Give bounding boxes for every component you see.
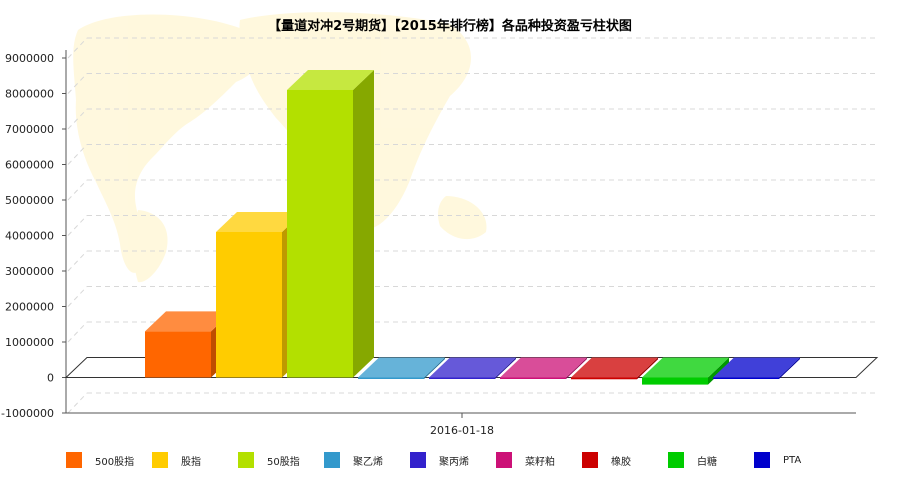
bar-top xyxy=(358,357,445,378)
grid-diagonal xyxy=(67,321,88,343)
bar-front xyxy=(358,377,424,379)
bar-9 xyxy=(713,357,800,379)
legend-label: 聚丙烯 xyxy=(439,456,469,468)
bar-front xyxy=(216,231,282,378)
bar-side xyxy=(353,69,374,378)
bar-side xyxy=(495,357,516,379)
y-tick-label: -1000000 xyxy=(1,407,54,420)
legend-label: 50股指 xyxy=(267,456,300,468)
bar-3 xyxy=(287,69,374,378)
y-tick-label: 5000000 xyxy=(5,194,54,207)
legend-item[interactable]: PTA xyxy=(754,451,801,469)
bar-top xyxy=(216,211,303,232)
legend-swatch xyxy=(238,452,254,468)
legend-label: PTA xyxy=(783,454,802,466)
bar-6 xyxy=(500,357,587,379)
legend-label: 500股指 xyxy=(95,456,135,468)
legend-swatch xyxy=(582,452,598,468)
legend-label: 聚乙烯 xyxy=(353,456,383,468)
legend-swatch xyxy=(754,452,770,468)
y-tick-label: 7000000 xyxy=(5,123,54,136)
y-tick-label: 4000000 xyxy=(5,230,54,243)
bar-front xyxy=(429,377,495,379)
grid-diagonal xyxy=(67,392,88,414)
grid-diagonal xyxy=(67,108,88,130)
legend-swatch xyxy=(324,452,340,468)
bar-front xyxy=(145,331,211,378)
bar-side xyxy=(637,357,658,380)
grid-diagonal xyxy=(67,250,88,272)
legend-item[interactable]: 500股指 xyxy=(66,451,134,469)
legend-swatch xyxy=(152,452,168,468)
grid-diagonal xyxy=(67,37,88,59)
legend-label: 橡胶 xyxy=(611,456,631,468)
legend-item[interactable]: 聚丙烯 xyxy=(410,451,469,469)
bar-top xyxy=(713,357,800,378)
grid-diagonal xyxy=(67,144,88,165)
bar-front xyxy=(287,89,353,378)
legend-swatch xyxy=(668,452,684,468)
y-tick-label: 6000000 xyxy=(5,159,54,172)
grid-lines xyxy=(67,37,877,414)
grid-diagonal xyxy=(67,73,88,94)
bar-top xyxy=(145,311,232,332)
bar-7 xyxy=(571,357,658,380)
bar-front xyxy=(500,377,566,379)
bar-top xyxy=(500,357,587,378)
legend-item[interactable]: 菜籽粕 xyxy=(496,451,555,469)
bar-top xyxy=(429,357,516,378)
y-tick-label: 1000000 xyxy=(5,336,54,349)
bar-top xyxy=(571,357,658,378)
bar-side xyxy=(779,357,800,379)
bar-front xyxy=(713,377,779,379)
y-tick-label: 2000000 xyxy=(5,301,54,314)
bar-top xyxy=(287,69,374,90)
legend-label: 股指 xyxy=(181,456,201,468)
legend-label: 菜籽粕 xyxy=(525,456,555,468)
grid-diagonal xyxy=(67,286,88,307)
chart-title: 【量道对冲2号期货】【2015年排行榜】各品种投资盈亏柱状图 xyxy=(268,18,632,34)
legend: 500股指 股指 50股指 聚乙烯 聚丙烯 菜籽粕 橡胶 白糖 PTA xyxy=(0,451,901,471)
x-axis: 2016-01-18 xyxy=(66,412,856,437)
legend-label: 白糖 xyxy=(697,456,717,468)
y-tick-label: 9000000 xyxy=(5,52,54,65)
grid-diagonal xyxy=(67,179,88,201)
x-tick-label: 2016-01-18 xyxy=(430,424,494,437)
legend-swatch xyxy=(410,452,426,468)
bar-top xyxy=(642,357,729,378)
legend-item[interactable]: 股指 xyxy=(152,451,201,469)
bar-front xyxy=(571,377,637,380)
bars xyxy=(145,69,800,385)
bar-5 xyxy=(429,357,516,379)
bar-side xyxy=(566,357,587,379)
y-axis: -1000000 0 1000000 2000000 3000000 4000000 500… xyxy=(1,50,67,420)
legend-swatch xyxy=(496,452,512,468)
bar-4 xyxy=(358,357,445,379)
legend-item[interactable]: 聚乙烯 xyxy=(324,451,383,469)
y-tick-label: 0 xyxy=(47,372,54,385)
y-tick-label: 8000000 xyxy=(5,88,54,101)
legend-item[interactable]: 50股指 xyxy=(238,451,300,469)
legend-swatch xyxy=(66,452,82,468)
grid-diagonal xyxy=(67,215,88,236)
bar-side xyxy=(424,357,445,379)
legend-item[interactable]: 白糖 xyxy=(668,451,717,469)
legend-item[interactable]: 橡胶 xyxy=(582,451,631,469)
bar-front xyxy=(642,377,708,385)
y-tick-label: 3000000 xyxy=(5,265,54,278)
